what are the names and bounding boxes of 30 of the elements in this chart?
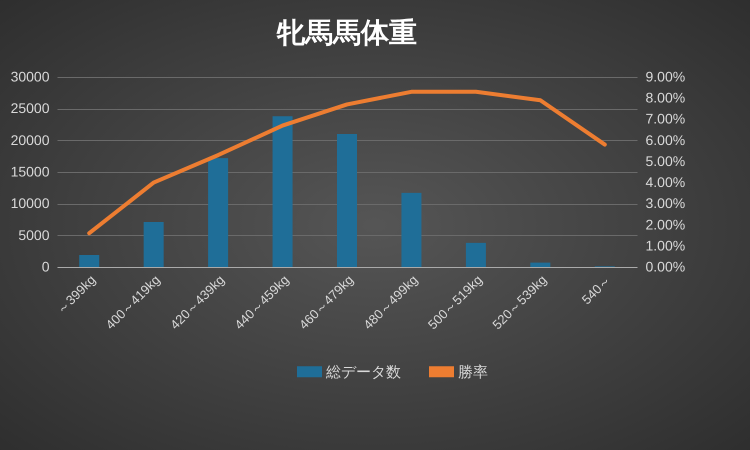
bar xyxy=(337,134,357,267)
bar xyxy=(530,262,550,267)
y-tick-label: 5000 xyxy=(18,226,50,243)
y-tick-label: 10000 xyxy=(10,195,50,212)
legend-label: 総データ数 xyxy=(325,364,401,381)
y-tick-label: 20000 xyxy=(10,132,50,148)
y-tick-label: 30000 xyxy=(10,68,50,84)
bar xyxy=(79,254,100,267)
y2-tick-label: 2.00% xyxy=(646,216,686,232)
y-tick-label: 25000 xyxy=(10,100,50,116)
bar xyxy=(272,116,293,267)
legend-label: 勝率 xyxy=(458,364,488,381)
y2-tick-label: 4.00% xyxy=(646,174,686,190)
y2-tick-label: 5.00% xyxy=(646,152,686,169)
bar xyxy=(144,222,164,267)
bar xyxy=(466,242,486,267)
y-tick-label: 15000 xyxy=(10,164,50,180)
x-tick-label: 540～ xyxy=(578,272,614,308)
chart-title: 牝馬馬体重 xyxy=(276,17,417,48)
y2-tick-label: 3.00% xyxy=(646,195,686,212)
bar xyxy=(401,192,422,267)
bar xyxy=(208,158,228,267)
y2-tick-label: 8.00% xyxy=(646,90,686,106)
y-tick-label: 0 xyxy=(42,258,50,274)
y2-tick-label: 6.00% xyxy=(646,132,686,148)
y2-tick-label: 9.00% xyxy=(646,68,686,84)
y2-tick-label: 7.00% xyxy=(646,110,686,127)
line-series xyxy=(87,90,607,236)
y2-tick-label: 0.00% xyxy=(646,258,686,274)
y2-tick-label: 1.00% xyxy=(646,237,686,254)
